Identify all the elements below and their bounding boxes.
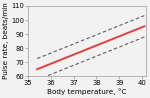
X-axis label: Body temperature, °C: Body temperature, °C [47,88,127,95]
Y-axis label: Pulse rate, beats/min: Pulse rate, beats/min [3,3,9,79]
